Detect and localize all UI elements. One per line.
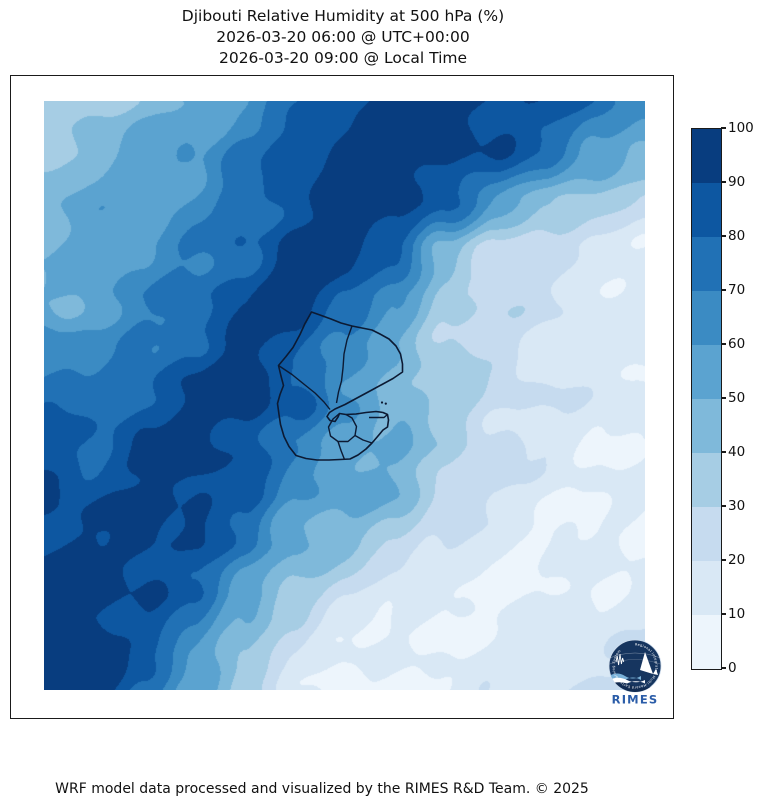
colorbar-segment: [692, 129, 721, 183]
colorbar-tick-label: 80: [728, 228, 746, 244]
colorbar-tick: [721, 181, 726, 183]
title-line-2: 2026-03-20 06:00 @ UTC+00:00: [216, 28, 470, 46]
colorbar-segment: [692, 561, 721, 615]
colorbar-segment: [692, 399, 721, 453]
colorbar-tick-label: 70: [728, 282, 746, 298]
colorbar-tick: [721, 559, 726, 561]
colorbar-tick: [721, 505, 726, 507]
logo-bird-icon: [653, 669, 658, 675]
logo-arc2-icon: [609, 659, 661, 666]
colorbar-tick-label: 90: [728, 174, 746, 190]
logo-wordmark: RIMES: [612, 693, 659, 707]
logo-arc-icon: [609, 652, 661, 660]
colorbar-tick-label: 100: [728, 120, 754, 136]
logo-sail-icon: [640, 652, 653, 674]
colorbar-segment: [692, 291, 721, 345]
logo-seismogram-icon: [615, 653, 625, 666]
colorbar-tick: [721, 343, 726, 345]
colorbar-tick: [721, 397, 726, 399]
humidity-map-canvas: [44, 101, 645, 690]
colorbar-segment: [692, 507, 721, 561]
title-line-3: 2026-03-20 09:00 @ Local Time: [218, 49, 468, 67]
colorbar-tick-label: 10: [728, 606, 746, 622]
colorbar-tick-label: 30: [728, 498, 746, 514]
colorbar-segment: [692, 615, 721, 669]
colorbar-segment: [692, 183, 721, 237]
colorbar: [691, 128, 722, 670]
colorbar-tick-label: 0: [728, 660, 737, 676]
footer-credit: WRF model data processed and visualized …: [55, 781, 589, 797]
colorbar-tick-label: 50: [728, 390, 746, 406]
colorbar-tick-label: 40: [728, 444, 746, 460]
colorbar-tick: [721, 127, 726, 129]
colorbar-tick: [721, 613, 726, 615]
colorbar-tick: [721, 451, 726, 453]
colorbar-tick-label: 20: [728, 552, 746, 568]
colorbar-tick-label: 60: [728, 336, 746, 352]
colorbar-tick: [721, 667, 726, 669]
chart-title: Djibouti Relative Humidity at 500 hPa (%…: [10, 6, 676, 69]
colorbar-segment: [692, 345, 721, 399]
colorbar-segment: [692, 453, 721, 507]
colorbar-segments: [692, 129, 721, 669]
title-line-1: Djibouti Relative Humidity at 500 hPa (%…: [181, 7, 505, 25]
colorbar-segment: [692, 237, 721, 291]
rimes-logo: Regional Integrated Multi-Hazard Early W…: [608, 639, 662, 707]
colorbar-tick: [721, 235, 726, 237]
colorbar-tick: [721, 289, 726, 291]
